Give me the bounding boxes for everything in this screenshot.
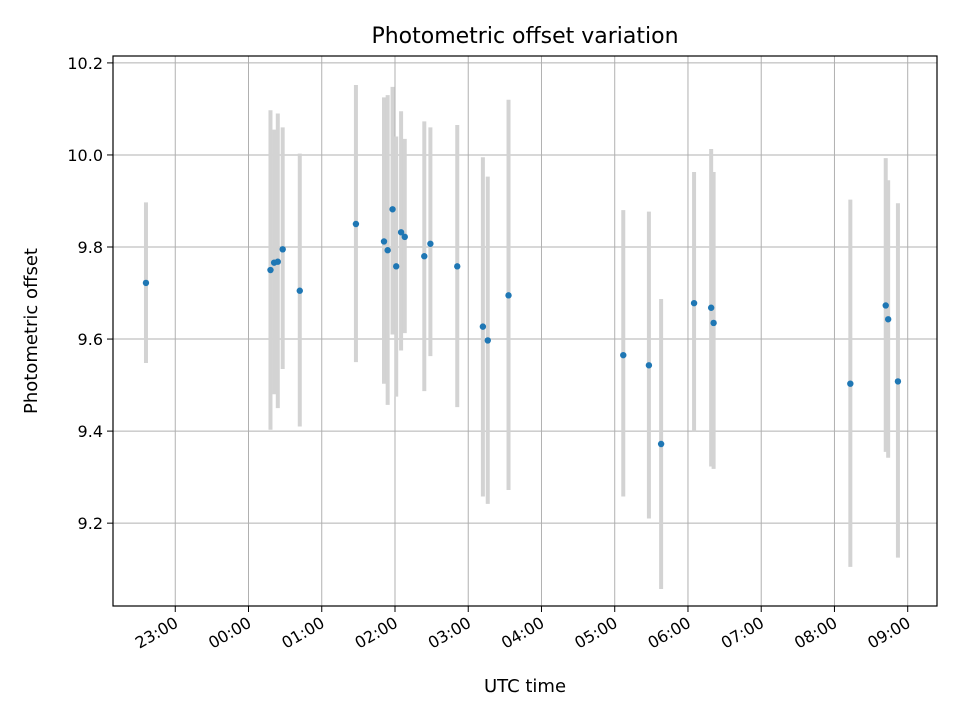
data-point <box>267 266 274 274</box>
data-point <box>479 323 487 330</box>
data-point <box>380 238 388 245</box>
data-point <box>884 316 892 323</box>
data-point <box>710 319 717 327</box>
data-point <box>384 247 391 254</box>
x-axis-label: UTC time <box>484 676 566 697</box>
data-point <box>690 299 698 307</box>
y-axis-label: Photometric offset <box>21 248 42 414</box>
data-point <box>645 362 653 369</box>
data-point <box>296 287 303 294</box>
plot-frame <box>112 55 938 607</box>
data-point <box>397 229 405 236</box>
data-point <box>882 302 889 309</box>
y-axis: 9.2 9.4 9.6 9.8 10.0 10.2 <box>67 54 113 533</box>
data-point <box>142 279 150 287</box>
data-point <box>421 253 428 260</box>
data-point <box>847 380 854 387</box>
chart-title: Photometric offset variation <box>371 24 678 49</box>
grid <box>113 56 937 606</box>
data-point <box>620 351 627 359</box>
y-tick-label: 9.2 <box>78 514 103 533</box>
data-point <box>401 233 408 241</box>
data-point <box>389 206 396 213</box>
data-point <box>279 246 286 253</box>
data-points <box>142 206 902 448</box>
data-point <box>484 337 491 344</box>
y-tick-label: 9.4 <box>78 422 103 441</box>
y-tick-label: 10.0 <box>67 146 103 165</box>
data-point <box>657 440 665 448</box>
data-point <box>427 240 434 247</box>
data-point <box>393 263 400 270</box>
data-point <box>454 263 461 270</box>
data-point <box>505 292 512 299</box>
data-point <box>894 378 902 385</box>
y-tick-label: 9.6 <box>78 330 103 349</box>
data-point <box>707 304 715 311</box>
data-point <box>352 220 360 228</box>
y-tick-label: 9.8 <box>78 238 103 257</box>
y-tick-label: 10.2 <box>67 54 103 73</box>
data-point <box>274 258 281 265</box>
